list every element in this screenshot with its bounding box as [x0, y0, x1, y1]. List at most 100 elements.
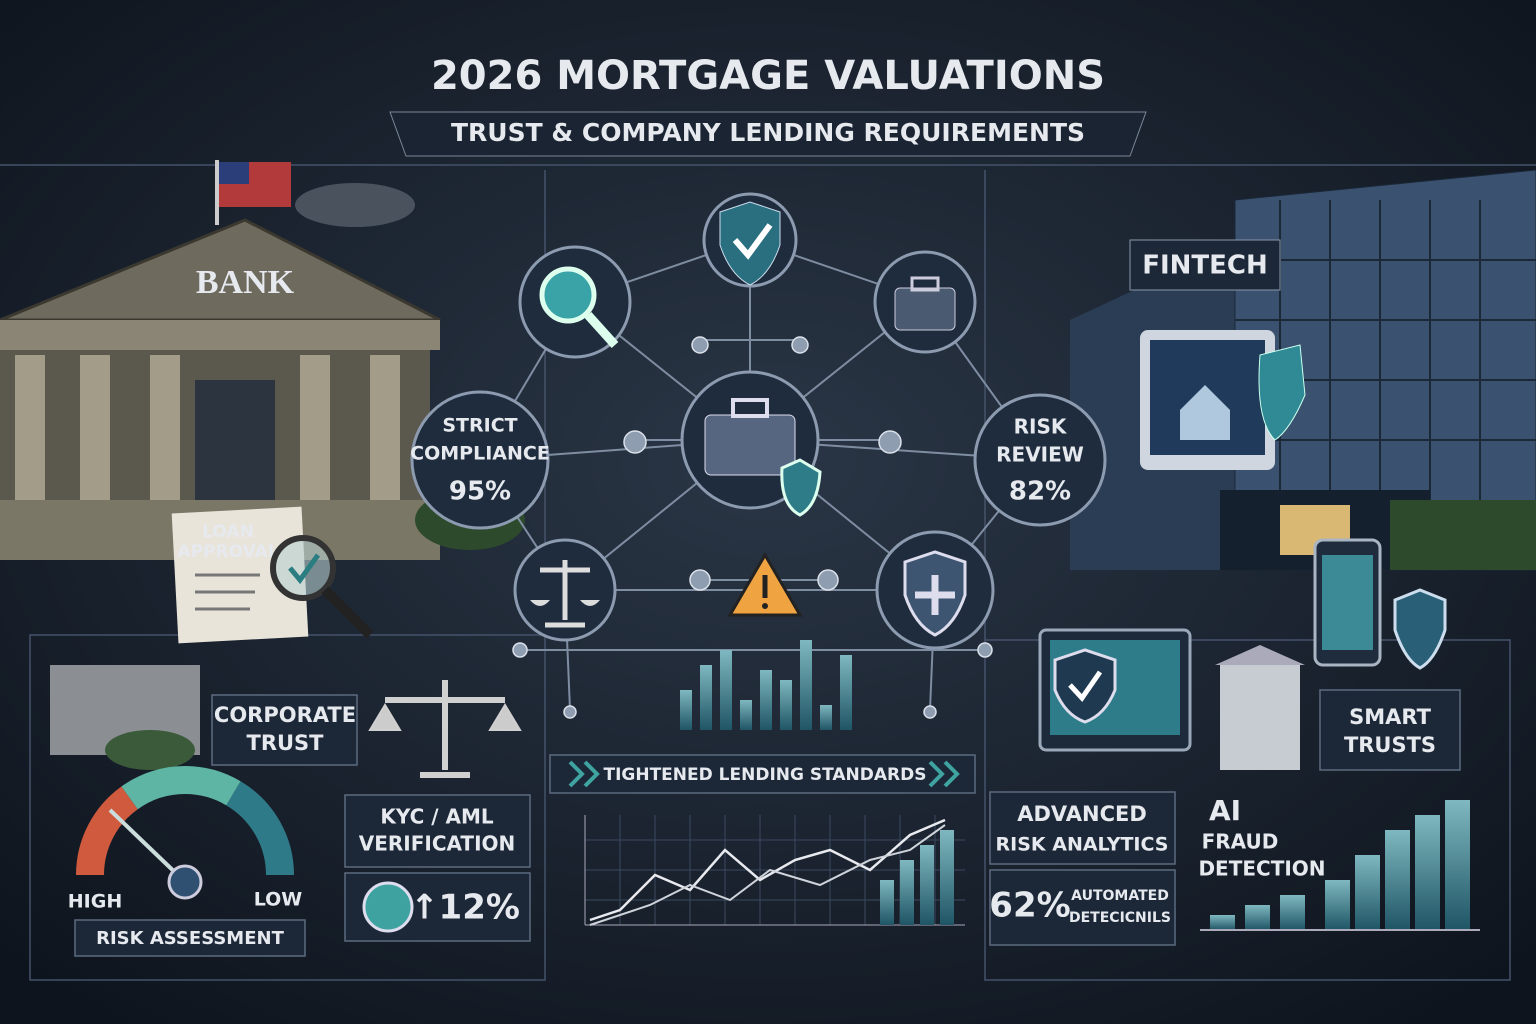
scales-node: [513, 538, 617, 642]
banner-text: TIGHTENED LENDING STANDARDS: [603, 765, 926, 785]
network-part: [791, 336, 809, 354]
gauge-label: RISK ASSESSMENT: [96, 928, 284, 949]
analytics-note: AUTOMATED: [1071, 888, 1169, 904]
fraud-line: DETECTION: [1198, 857, 1325, 881]
bank-building-part-part: [150, 355, 180, 500]
network-part: [817, 569, 839, 591]
bank-building-part: [295, 183, 415, 227]
corporate-trust: CORPORATE TRUST: [50, 665, 522, 778]
fintech-building: FINTECH: [1070, 169, 1536, 571]
fintech-building-part: [1180, 385, 1230, 440]
kyc-line: VERIFICATION: [359, 832, 516, 856]
center-bars-part: [840, 655, 852, 730]
search-node-part: [584, 311, 619, 349]
analytics-note: DETECICNILS: [1069, 910, 1171, 926]
network-part: [512, 642, 528, 658]
corporate-trust-part: [105, 730, 195, 770]
right-icons-part: [1393, 588, 1447, 670]
line-chart-part: [589, 818, 946, 922]
kyc: KYC / AML VERIFICATION ↑12%: [344, 794, 531, 942]
bank-building-part-part: [80, 355, 110, 500]
bank-building-part-part: [15, 355, 45, 500]
network-part: [623, 430, 647, 454]
center-node: [680, 370, 822, 517]
shield-node: [702, 192, 798, 288]
compliance-value: 95%: [449, 477, 511, 507]
corporate-trust-part: [368, 680, 522, 778]
smart-line: TRUSTS: [1344, 733, 1436, 757]
risk-review-node: RISK REVIEW 82%: [973, 393, 1107, 527]
fintech-building-part: [1390, 500, 1536, 570]
risk-review-value: 82%: [1009, 477, 1071, 507]
shield-node-part: [719, 201, 781, 286]
bank-building-part-part: [370, 355, 400, 500]
fraud-part-part: [1280, 895, 1305, 930]
center-node-part: [731, 398, 769, 418]
right-icons: SMART TRUSTS: [1038, 538, 1461, 771]
right-icons-part: [1322, 555, 1373, 650]
kyc-line: KYC / AML: [380, 805, 494, 829]
risk-review-line: REVIEW: [996, 443, 1084, 467]
fraud-part-part: [1445, 800, 1470, 930]
analytics-part: [989, 869, 1176, 946]
warning-icon-part: [762, 603, 768, 609]
briefcase-node-part: [894, 287, 956, 331]
compliance-line: STRICT: [442, 415, 517, 437]
center-bars-part: [720, 650, 732, 730]
right-icons-part: [1220, 665, 1300, 770]
network: STRICT COMPLIANCE 95% RISK REVIEW 82%: [410, 192, 1107, 719]
center-bars-part: [800, 640, 812, 730]
corporate-trust-part: [211, 694, 358, 766]
scales-node-part: [540, 560, 590, 628]
bank-building-part: [215, 160, 219, 225]
bank-building-part: [219, 162, 249, 184]
network-part: [923, 705, 937, 719]
analytics-part: [989, 791, 1176, 865]
center-node-part: [780, 458, 822, 517]
search-node: [518, 245, 632, 359]
network-part: [977, 642, 993, 658]
compliance-line: COMPLIANCE: [410, 443, 550, 465]
right-icons-part: [1319, 689, 1461, 771]
center-bars: [680, 640, 852, 730]
kyc-part: [344, 794, 531, 868]
banner-part: [568, 760, 960, 788]
loan-line: APPROVAL: [177, 542, 278, 562]
title: 2026 MORTGAGE VALUATIONS: [431, 53, 1105, 99]
bank-building-part: [195, 380, 275, 500]
fraud-line: FRAUD: [1202, 830, 1279, 854]
subtitle: TRUST & COMPANY LENDING REQUIREMENTS: [451, 118, 1085, 147]
compliance-node: STRICT COMPLIANCE 95%: [410, 390, 550, 530]
banner: TIGHTENED LENDING STANDARDS: [549, 754, 976, 794]
kyc-value: ↑12%: [410, 888, 520, 928]
fraud: AI FRAUD DETECTION: [1198, 794, 1480, 931]
center-node-part: [704, 414, 796, 476]
risk-gauge: HIGH LOW RISK ASSESSMENT: [68, 766, 306, 957]
network-part: [691, 336, 709, 354]
corporate-line: CORPORATE: [214, 703, 356, 727]
loan-line: LOAN: [202, 522, 254, 542]
loan-document-part: [270, 535, 336, 601]
fintech-label: FINTECH: [1142, 251, 1268, 281]
search-node-part: [539, 266, 597, 324]
bank-building-part: [15, 355, 400, 500]
header: 2026 MORTGAGE VALUATIONS TRUST & COMPANY…: [389, 53, 1147, 157]
bank-building-part: [0, 320, 440, 350]
corporate-line: TRUST: [247, 731, 325, 755]
corporate-trust-part-part: [385, 680, 505, 778]
loan-document-part: [195, 573, 260, 611]
line-chart: [584, 815, 965, 926]
line-chart-part-part: [900, 860, 914, 925]
center-bars-part: [680, 690, 692, 730]
gauge-low: LOW: [254, 889, 303, 911]
fintech-building-part: [1258, 344, 1306, 441]
fintech-building-part: [1129, 239, 1281, 291]
briefcase-node-part: [910, 276, 940, 292]
line-chart-part-part: [920, 845, 934, 925]
fraud-part-part: [1355, 855, 1380, 930]
right-icons-part: [1053, 648, 1117, 724]
shield-node-part: [732, 223, 773, 260]
bank-label: BANK: [196, 264, 295, 301]
right-icons-part: [1215, 645, 1305, 665]
